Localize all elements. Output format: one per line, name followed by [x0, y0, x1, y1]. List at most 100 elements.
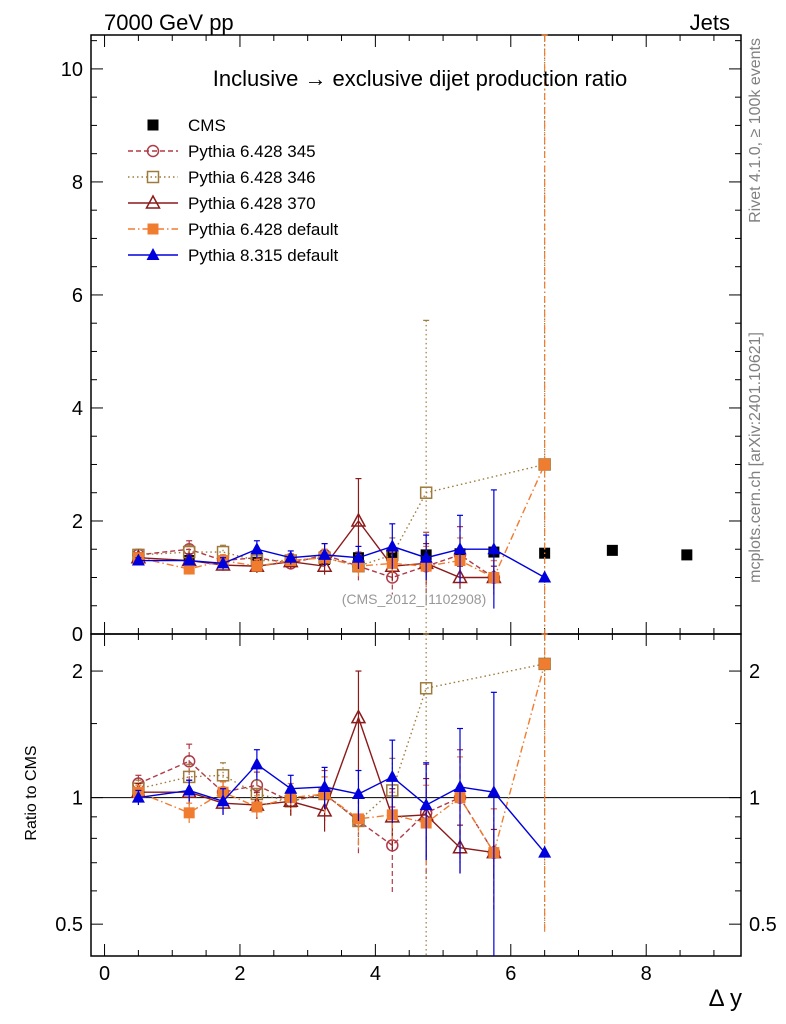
ratio-y-tick-label: 0.5 [55, 914, 83, 936]
x-axis-label: Δ y [709, 985, 742, 1012]
x-tick-label: 0 [99, 963, 110, 985]
ratio-point [487, 785, 501, 798]
ratio-point [216, 769, 230, 782]
ratio-frame [90, 633, 742, 957]
ratio-series-2 [132, 633, 551, 956]
ratio-series-line [138, 763, 546, 854]
data-point [350, 512, 367, 527]
y-tick-label: 8 [72, 172, 83, 194]
ratio-point [419, 682, 433, 695]
legend-label: Pythia 6.428 345 [188, 142, 316, 161]
legend-marker [146, 248, 160, 260]
ratio-series-1 [132, 743, 501, 911]
legend-entry: Pythia 6.428 default [128, 220, 339, 239]
y-tick-label: 6 [72, 285, 83, 307]
legend-marker [147, 119, 159, 131]
data-point [487, 542, 501, 555]
data-point [681, 549, 693, 561]
ratio-point [182, 783, 196, 796]
chart-title: Inclusive → exclusive dijet production r… [213, 66, 628, 91]
ratio-series-line [138, 760, 495, 853]
series-line [138, 548, 495, 579]
y-tick-label: 0 [72, 624, 83, 646]
data-point [318, 547, 332, 560]
legend-marker [145, 194, 161, 209]
legend-entry: Pythia 6.428 346 [128, 168, 316, 187]
legend: CMS Pythia 6.428 345 Pythia 6.428 346 Pythi… [128, 116, 339, 265]
ratio-y-tick-label: 1 [72, 788, 83, 810]
legend-label: Pythia 8.315 default [188, 246, 339, 265]
series-line [138, 463, 545, 567]
series-5 [131, 489, 552, 609]
legend-label: Pythia 6.428 370 [188, 194, 316, 213]
legend-entry: Pythia 8.315 default [128, 246, 339, 265]
ratio-point [453, 779, 467, 792]
ratio-y-tick-label: 2 [72, 661, 83, 683]
data-point [182, 553, 196, 566]
y-tick-label: 2 [72, 511, 83, 533]
legend-label: Pythia 6.428 346 [188, 168, 316, 187]
ratio-series-line [138, 715, 494, 854]
ratio-y-tick-label-right: 1 [749, 788, 760, 810]
y-tick-label: 10 [61, 59, 83, 81]
data-point [385, 539, 399, 552]
ratio-point [385, 769, 399, 782]
ratio-series-3 [130, 670, 502, 880]
legend-entry: Pythia 6.428 345 [128, 142, 316, 161]
legend-label: Pythia 6.428 default [188, 220, 339, 239]
data-point [131, 553, 145, 566]
header-left-label: 7000 GeV pp [104, 10, 234, 35]
ratio-point [538, 845, 552, 858]
x-tick-label: 4 [370, 963, 381, 985]
legend-marker [146, 170, 160, 184]
ratio-point [131, 790, 145, 803]
data-point [419, 550, 433, 563]
ratio-point [250, 757, 264, 770]
header-right-label: Jets [690, 10, 730, 35]
ratio-series-4 [132, 633, 551, 932]
legend-marker [146, 144, 160, 158]
data-point [316, 557, 333, 572]
ratio-y-axis-label: Ratio to CMS [23, 745, 40, 840]
analysis-id-label: (CMS_2012_I1102908) [342, 591, 487, 607]
ratio-point [539, 658, 551, 670]
legend-marker [147, 223, 159, 235]
ratio-series-line [138, 663, 545, 822]
data-point [351, 550, 365, 563]
ratio-point [183, 807, 195, 819]
mcplots-label: mcplots.cern.ch [arXiv:2401.10621] [747, 332, 764, 583]
data-point [216, 556, 230, 569]
data-point [284, 550, 298, 563]
x-tick-label: 2 [234, 963, 245, 985]
y-tick-label: 4 [72, 398, 83, 420]
data-point [538, 570, 552, 583]
legend-entry: CMS [147, 116, 226, 135]
ratio-point [251, 801, 263, 813]
data-point [251, 560, 263, 572]
ratio-point [316, 802, 333, 817]
ratio-point [216, 794, 230, 807]
legend-entry: Pythia 6.428 370 [128, 194, 316, 213]
ratio-point [351, 786, 365, 799]
data-point [539, 458, 551, 470]
x-tick-label: 6 [505, 963, 516, 985]
ratio-point [419, 798, 433, 811]
ratio-point [182, 755, 196, 768]
x-tick-label: 8 [641, 963, 652, 985]
data-point [183, 563, 195, 575]
ratio-series-line [138, 663, 546, 855]
data-point [419, 486, 433, 499]
series-line [138, 464, 546, 579]
series-line [138, 545, 545, 579]
data-point [606, 544, 618, 556]
legend-label: CMS [188, 116, 226, 135]
ratio-y-tick-label-right: 2 [749, 661, 760, 683]
main-panel: 0 2 4 6 8 10 [61, 34, 742, 646]
rivet-version-label: Rivet 4.1.0, ≥ 100k events [747, 38, 764, 223]
data-point [453, 542, 467, 555]
ratio-y-tick-label-right: 0.5 [749, 914, 777, 936]
ratio-panel: 0 2 4 6 8 0.5 0.5 1 1 2 2 [55, 633, 777, 985]
ratio-point [318, 779, 332, 792]
ratio-point [284, 781, 298, 794]
